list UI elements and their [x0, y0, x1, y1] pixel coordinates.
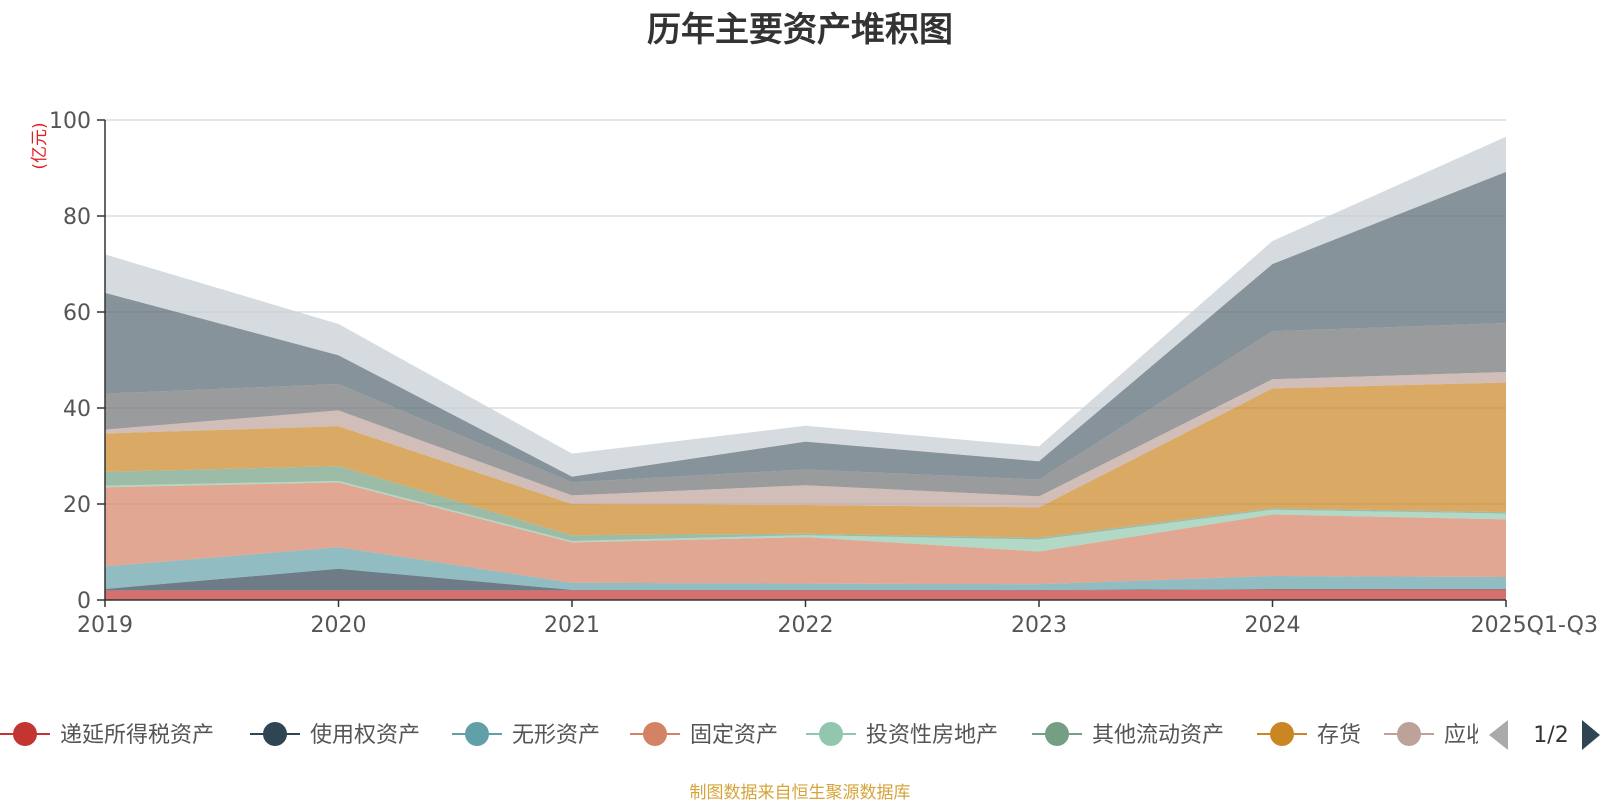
legend-label: 应收账款 — [1444, 723, 1532, 748]
legend-label: 固定资产 — [690, 723, 778, 748]
legend-label: 使用权资产 — [310, 723, 420, 748]
legend-next-icon[interactable] — [1582, 720, 1600, 750]
chart-title: 历年主要资产堆积图 — [647, 10, 953, 50]
x-tick-label-2: 2021 — [544, 613, 600, 638]
legend-marker-icon — [1270, 722, 1294, 746]
legend-item-5[interactable]: 其他流动资产 — [1032, 722, 1224, 748]
area-series-7 — [105, 372, 1506, 508]
legend-marker-icon — [465, 722, 489, 746]
legend-item-3[interactable]: 固定资产 — [630, 722, 778, 748]
x-tick-label-1: 2020 — [311, 613, 367, 638]
legend-item-1[interactable]: 使用权资产 — [250, 722, 420, 748]
legend-prev-icon[interactable] — [1489, 720, 1508, 750]
x-tick-label-5: 2024 — [1245, 613, 1301, 638]
area-series-4 — [105, 480, 1506, 552]
area-series-1 — [105, 568, 1506, 591]
area-series-8 — [105, 323, 1506, 497]
y-tick-label-0: 0 — [77, 589, 91, 614]
legend-item-2[interactable]: 无形资产 — [452, 722, 600, 748]
legend-item-6[interactable]: 存货 — [1257, 722, 1361, 748]
area-series-5 — [105, 466, 1506, 541]
legend-label: 投资性房地产 — [866, 723, 998, 748]
y-tick-label-100: 100 — [49, 109, 91, 134]
x-tick-label-6: 2025Q1-Q3 — [1471, 613, 1598, 638]
legend-label: 存货 — [1317, 723, 1361, 748]
legend-item-7[interactable]: 应收账款 — [1384, 722, 1532, 748]
legend-marker-icon — [643, 722, 667, 746]
y-tick-label-20: 20 — [63, 493, 91, 518]
area-series-10 — [105, 136, 1506, 477]
legend-marker-icon — [1397, 722, 1421, 746]
legend-label: 无形资产 — [512, 723, 600, 748]
y-tick-label-80: 80 — [63, 205, 91, 230]
legend-marker-icon — [263, 722, 287, 746]
legend-marker-icon — [1045, 722, 1069, 746]
area-series-2 — [105, 547, 1506, 590]
x-tick-label-3: 2022 — [778, 613, 834, 638]
legend-label: 其他流动资产 — [1092, 723, 1224, 748]
legend-label: 递延所得税资产 — [60, 723, 214, 748]
legend-marker-icon — [819, 722, 843, 746]
y-unit-label: (亿元) — [30, 122, 50, 169]
legend-item-4[interactable]: 投资性房地产 — [806, 722, 998, 748]
area-series-6 — [105, 382, 1506, 538]
y-tick-label-40: 40 — [63, 397, 91, 422]
x-tick-label-4: 2023 — [1011, 613, 1067, 638]
legend: 递延所得税资产 使用权资产 无形资产 固定资产 投资性房地产 其他流动资产 存货 应收账款 — [0, 722, 1532, 748]
data-source-note: 制图数据来自恒生聚源数据库 — [689, 783, 911, 803]
legend-marker-icon — [13, 722, 37, 746]
legend-item-0[interactable]: 递延所得税资产 — [0, 722, 214, 748]
area-series-3 — [105, 482, 1506, 585]
legend-page-indicator: 1/2 — [1533, 723, 1568, 748]
y-tick-label-60: 60 — [63, 301, 91, 326]
x-tick-label-0: 2019 — [77, 613, 133, 638]
area-series-0 — [105, 589, 1506, 600]
area-series-9 — [105, 171, 1506, 483]
